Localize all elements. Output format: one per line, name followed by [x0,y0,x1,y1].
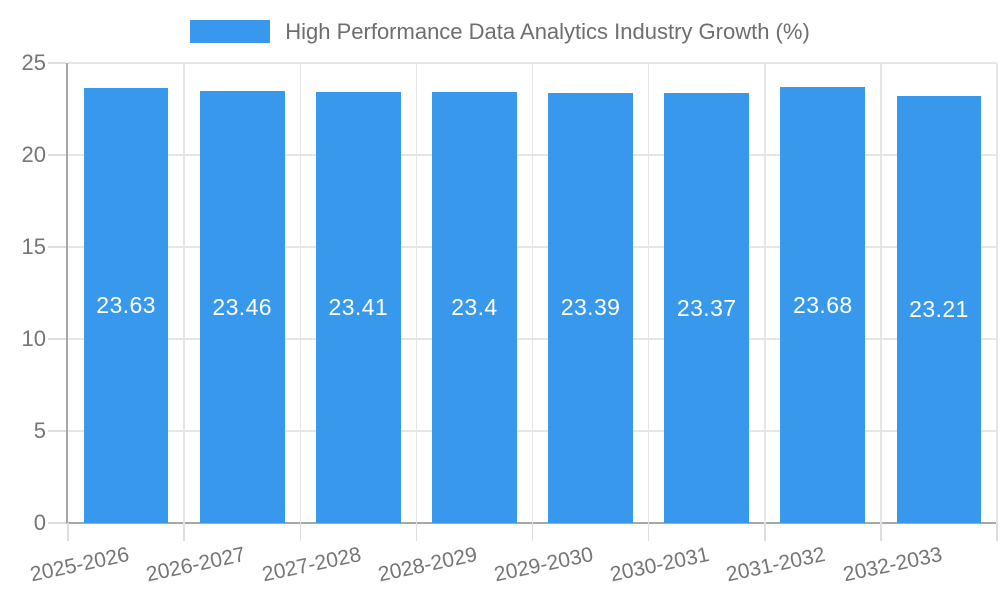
v-gridline-8 [996,63,998,523]
bar-2028-2029[interactable]: 23.4 [432,92,517,523]
x-axis-baseline [66,522,997,524]
x-tick-mark-7 [880,523,882,541]
x-tick-label-2027-2028: 2027-2028 [260,543,364,587]
bar-2029-2030[interactable]: 23.39 [548,92,633,523]
chart-legend[interactable]: High Performance Data Analytics Industry… [0,20,1000,43]
x-tick-mark-4 [531,523,534,541]
bar-2032-2033[interactable]: 23.21 [896,95,982,523]
bar-2030-2031[interactable]: 23.37 [664,93,750,523]
legend-color-swatch [190,20,271,43]
v-gridline-3 [415,63,418,523]
x-tick-mark-1 [183,523,185,541]
bar-value-label: 23.63 [96,292,156,319]
x-tick-label-2028-2029: 2028-2029 [376,543,480,587]
x-axis: 2025-2026 2026-2027 2027-2028 2028-2029 2029… [28,523,998,600]
y-axis-line [66,63,68,524]
y-tick-label-25: 25 [21,50,46,75]
x-tick-label-2025-2026: 2025-2026 [27,543,131,587]
v-gridline-5 [647,63,650,523]
bar-value-label: 23.21 [909,295,969,322]
bar-value-label: 23.41 [328,294,389,321]
x-tick-label-2031-2032: 2031-2032 [724,543,828,587]
y-tick-mark-25 [48,62,66,64]
v-gridline-6 [764,63,766,523]
x-tick-mark-2 [299,523,301,541]
x-tick-label-2030-2031: 2030-2031 [608,543,712,587]
x-tick-mark-8 [996,523,998,541]
x-tick-label-2032-2033: 2032-2033 [840,543,944,587]
v-gridline-4 [531,63,534,523]
x-tick-mark-6 [764,523,766,541]
legend-label: High Performance Data Analytics Industry… [285,19,810,44]
y-tick-label-20: 20 [21,142,46,167]
y-tick-label-0: 0 [33,510,46,535]
bar-value-label: 23.46 [212,293,272,320]
y-tick-mark-0 [48,522,66,524]
bar-value-label: 23.39 [560,294,621,321]
v-gridline-7 [880,63,882,523]
bar-value-label: 23.37 [676,294,737,321]
y-tick-mark-5 [48,430,66,432]
y-tick-mark-10 [48,338,66,340]
y-tick-mark-15 [48,246,66,248]
x-tick-label-2026-2027: 2026-2027 [143,543,247,587]
plot-area: 23.63 23.46 23.41 23.4 23.39 23.37 23.68 23.21 [68,62,998,523]
v-gridline-1 [183,63,185,523]
bar-2025-2026[interactable]: 23.63 [83,88,169,523]
x-tick-mark-5 [647,523,650,541]
y-tick-label-10: 10 [21,326,46,351]
bar-value-label: 23.68 [793,291,853,318]
y-tick-label-5: 5 [33,418,46,443]
bar-2027-2028[interactable]: 23.41 [315,92,401,523]
x-tick-mark-3 [415,523,418,541]
v-gridline-2 [299,63,301,523]
bar-2031-2032[interactable]: 23.68 [780,87,866,523]
x-tick-mark-0 [67,523,69,541]
y-tick-mark-20 [48,154,66,156]
y-axis: 0 5 10 15 20 25 [0,50,68,535]
x-tick-label-2029-2030: 2029-2030 [492,543,596,587]
y-tick-label-15: 15 [21,234,46,259]
bar-2026-2027[interactable]: 23.46 [199,91,285,523]
bar-value-label: 23.4 [451,294,498,321]
